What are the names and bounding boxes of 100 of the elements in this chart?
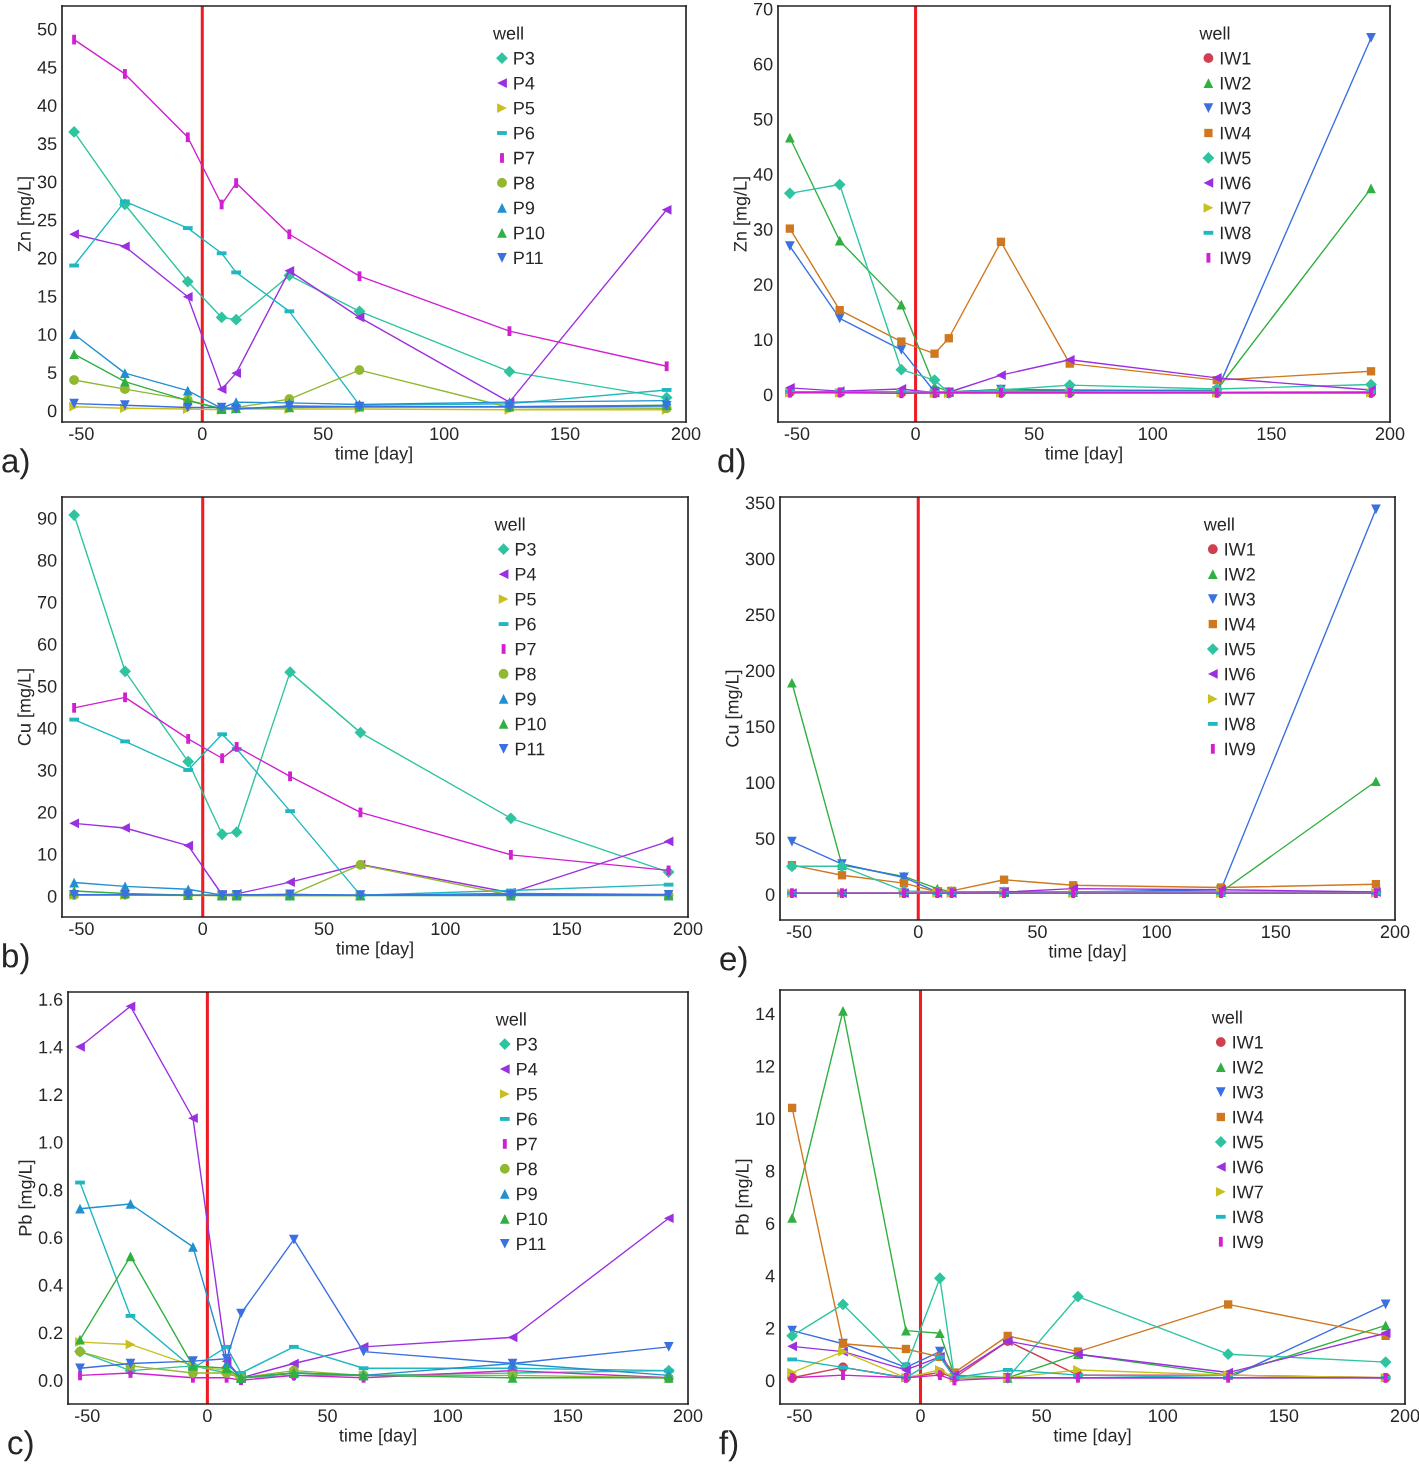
y-tick-label: 90 [37,511,57,525]
x-tick-label: 50 [318,1409,337,1423]
y-axis-title: Cu [mg/L] [725,670,743,747]
legend-label: IW6 [1220,176,1251,190]
y-tick-label: 20 [37,251,57,265]
x-tick-label: 0 [911,427,920,441]
legend-label: IW4 [1225,617,1256,631]
legend-label: P6 [517,1112,537,1126]
legend-label: P10 [514,226,545,240]
legend-label: P8 [515,667,536,681]
legend-label: IW2 [1220,76,1251,90]
legend-label: IW7 [1233,1185,1263,1199]
y-axis-title: Cu [mg/L] [17,669,35,746]
y-tick-label: 0.0 [38,1374,63,1387]
y-tick-label: 20 [753,278,773,291]
y-tick-label: 40 [753,167,773,181]
x-tick-label: 0 [916,1409,925,1423]
y-tick-label: 45 [37,61,57,74]
y-tick-label: 8 [765,1164,775,1178]
y-tick-label: 60 [37,637,57,651]
x-tick-label: 200 [671,427,701,441]
y-tick-label: 50 [753,112,773,126]
x-tick-label: 50 [1032,1409,1051,1423]
legend-title: well [1199,26,1230,40]
y-tick-label: 12 [756,1059,775,1073]
x-tick-label: 100 [434,1409,463,1423]
x-tick-label: 200 [673,1409,703,1423]
x-tick-label: 100 [430,427,459,441]
x-tick-label: 0 [203,1409,212,1423]
y-tick-label: 50 [755,832,775,846]
y-axis-title: Pb [mg/L] [18,1160,36,1236]
x-tick-label: 150 [1270,1409,1299,1423]
legend-label: P9 [515,692,536,706]
legend-label: IW5 [1225,642,1255,656]
y-tick-label: 0 [765,1374,775,1388]
y-tick-label: 0.8 [38,1183,63,1197]
x-tick-label: 50 [314,922,334,936]
y-tick-label: 300 [745,552,775,566]
legend-label: P4 [517,1062,538,1076]
y-tick-label: 10 [38,847,57,861]
text: e) [720,946,747,978]
text: f) [719,1430,738,1462]
y-tick-label: 10 [756,1112,775,1126]
legend-label: IW2 [1225,567,1255,581]
x-axis-title: time [day] [339,1428,416,1446]
y-tick-label: 40 [37,99,57,112]
x-axis-title: time [day] [1045,446,1122,464]
legend-label: P4 [515,568,536,581]
y-tick-label: 350 [745,496,775,510]
legend-label: IW1 [1220,52,1251,65]
legend-label: P7 [517,1137,537,1151]
y-tick-label: 80 [37,553,57,567]
y-tick-label: 200 [745,664,775,678]
x-axis-title: time [day] [335,446,412,464]
y-tick-label: 30 [37,175,57,189]
y-tick-label: 10 [754,333,773,347]
legend-label: P5 [517,1087,537,1101]
x-tick-label: 200 [673,922,703,936]
legend-label: P6 [515,617,536,631]
y-tick-label: 10 [38,328,57,341]
legend-label: IW3 [1225,592,1255,606]
y-tick-label: 15 [38,290,57,303]
legend-label: IW6 [1233,1160,1263,1174]
x-tick-label: 150 [554,1409,583,1423]
legend-label: P5 [514,101,535,115]
legend-label: P10 [517,1212,548,1226]
x-tick-label: -50 [69,922,94,936]
y-tick-label: 250 [745,608,775,622]
y-tick-label: 70 [753,2,773,16]
y-tick-label: 50 [37,22,57,36]
text: d) [718,448,745,480]
legend-label: P4 [514,76,535,90]
legend-label: IW8 [1225,717,1255,731]
legend-label: P3 [515,542,536,556]
x-tick-label: 100 [431,922,460,936]
x-tick-label: 150 [553,922,582,936]
y-tick-label: 0.4 [38,1278,63,1292]
legend-label: P9 [514,201,535,215]
y-tick-label: 1.2 [39,1088,63,1101]
x-tick-label: 0 [197,427,207,441]
y-tick-label: 1.4 [39,1040,63,1054]
x-tick-label: 150 [551,427,580,441]
y-tick-label: 0 [47,404,57,418]
x-tick-label: 200 [1390,1409,1419,1423]
y-tick-label: 1.6 [39,993,63,1006]
x-axis-title: time [day] [1048,944,1126,962]
y-axis-title: Pb [mg/L] [735,1159,753,1235]
legend-label: IW8 [1233,1210,1263,1224]
y-tick-label: 0 [47,889,57,903]
x-tick-label: 100 [1149,1409,1178,1423]
y-tick-label: 4 [765,1269,775,1283]
legend-label: P5 [515,592,536,606]
y-tick-label: 0.6 [38,1231,63,1245]
legend-label: P7 [514,151,534,165]
legend-label: P11 [515,742,545,756]
x-tick-label: -50 [69,427,94,441]
x-tick-label: -50 [74,1409,100,1423]
x-axis-title: time [day] [1053,1428,1131,1446]
x-tick-label: 50 [1028,925,1047,939]
legend-label: P3 [514,51,535,65]
